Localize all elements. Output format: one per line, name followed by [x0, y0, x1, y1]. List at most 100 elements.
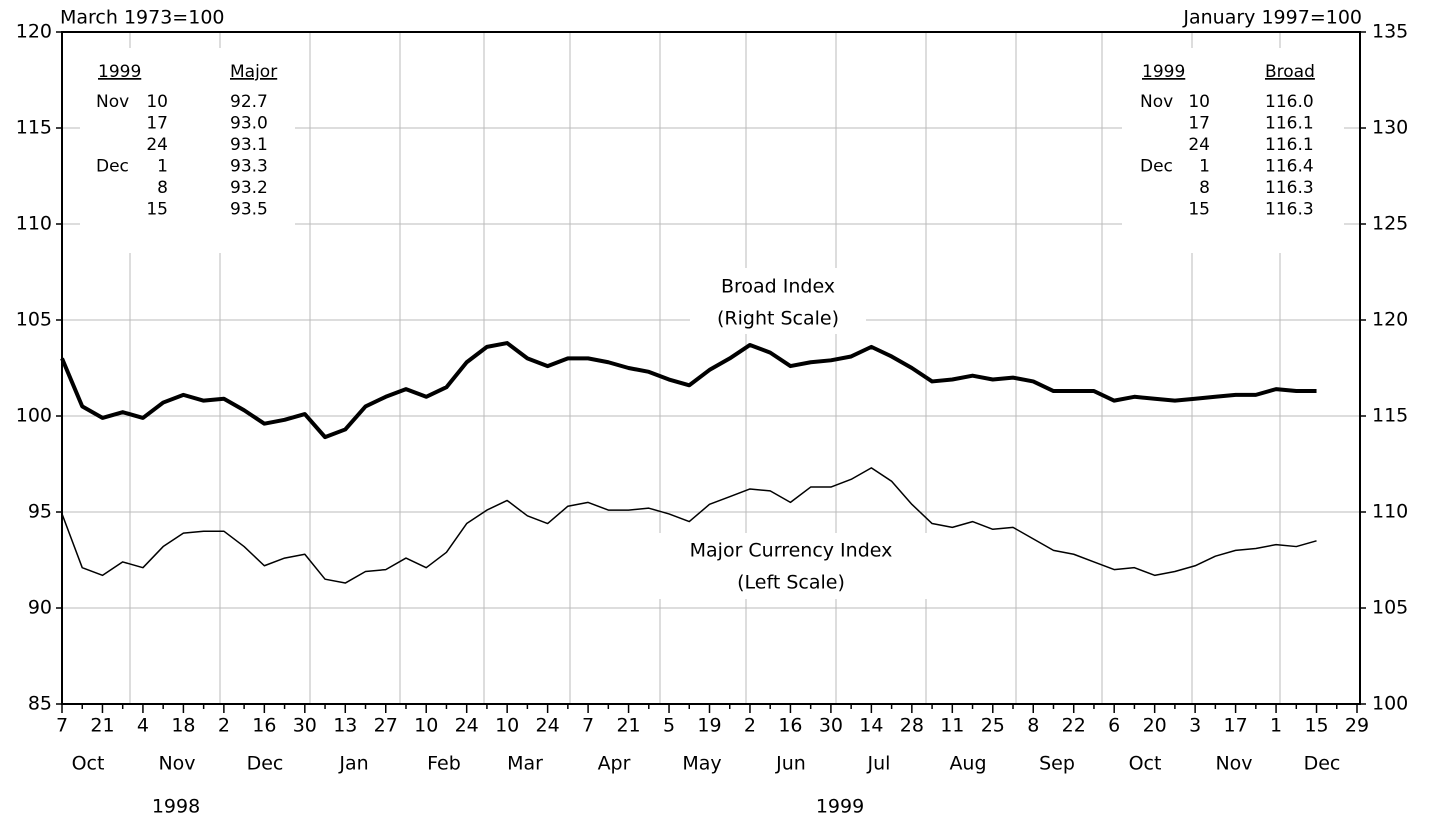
month-label: Nov	[1215, 753, 1252, 775]
y2-tick-label: 120	[1372, 309, 1408, 331]
x-tick-label: 25	[981, 715, 1005, 737]
x-tick-label: 4	[137, 715, 149, 737]
series-line	[61, 467, 1317, 584]
table-year: 1999	[1142, 62, 1185, 82]
series-label: Broad Index	[721, 276, 835, 298]
x-tick-label: 19	[697, 715, 721, 737]
label-background	[80, 48, 295, 253]
month-label: Oct	[72, 753, 105, 775]
table-year: 1999	[98, 62, 141, 82]
table-value: 116.1	[1265, 135, 1314, 155]
series-note: (Left Scale)	[737, 572, 845, 594]
x-tick-label: 24	[536, 715, 560, 737]
x-tick-label: 29	[1345, 715, 1369, 737]
table-value: 93.2	[230, 178, 268, 198]
table-value: 92.7	[230, 92, 268, 112]
table-value: 93.5	[230, 200, 268, 220]
y2-tick-label: 135	[1372, 21, 1408, 43]
x-tick-label: 10	[414, 715, 438, 737]
table-column: Major	[230, 62, 277, 82]
month-label: Apr	[598, 753, 631, 775]
label-background	[1122, 48, 1344, 253]
table-column: Broad	[1265, 62, 1315, 82]
table-value: 93.1	[230, 135, 268, 155]
y-tick-label: 115	[16, 117, 52, 139]
x-tick-label: 16	[252, 715, 276, 737]
y-tick-label: 90	[28, 597, 52, 619]
y-axis-label: March 1973=100	[60, 7, 225, 29]
x-tick-label: 18	[171, 715, 195, 737]
x-tick-label: 21	[90, 715, 114, 737]
x-tick-label: 28	[900, 715, 924, 737]
table-value: 116.1	[1265, 114, 1314, 134]
x-tick-label: 3	[1189, 715, 1201, 737]
y-tick-label: 105	[16, 309, 52, 331]
year-label: 1999	[816, 796, 864, 818]
month-label: Jan	[338, 753, 368, 775]
y2-axis-label: January 1997=100	[1182, 7, 1362, 29]
x-tick-label: 14	[859, 715, 883, 737]
month-label: Aug	[949, 753, 986, 775]
label-background	[690, 268, 866, 334]
x-tick-label: 22	[1062, 715, 1086, 737]
month-label: Oct	[1129, 753, 1162, 775]
month-label: Mar	[507, 753, 543, 775]
month-label: Sep	[1039, 753, 1075, 775]
month-label: Nov	[158, 753, 195, 775]
x-tick-label: 7	[582, 715, 594, 737]
year-label: 1998	[152, 796, 200, 818]
x-tick-label: 16	[778, 715, 802, 737]
table-day: 17	[146, 114, 168, 134]
table-value: 93.0	[230, 114, 268, 134]
x-tick-label: 20	[1143, 715, 1167, 737]
series-line	[60, 341, 1317, 440]
table-day: 24	[146, 135, 168, 155]
x-tick-label: 17	[1224, 715, 1248, 737]
y2-tick-label: 110	[1372, 501, 1408, 523]
x-tick-label: 11	[940, 715, 964, 737]
month-label: Jul	[867, 753, 891, 775]
x-tick-label: 10	[495, 715, 519, 737]
x-tick-label: 7	[56, 715, 68, 737]
y2-tick-label: 115	[1372, 405, 1408, 427]
table-day: 24	[1188, 135, 1210, 155]
table-value: 93.3	[230, 157, 268, 177]
table-value: 116.3	[1265, 178, 1314, 198]
x-tick-label: 2	[218, 715, 230, 737]
x-tick-label: 5	[663, 715, 675, 737]
x-tick-label: 8	[1027, 715, 1039, 737]
y-tick-label: 85	[28, 693, 52, 715]
month-label: Jun	[775, 753, 806, 775]
table-day: 1	[1199, 157, 1210, 177]
x-tick-label: 30	[293, 715, 317, 737]
series-note: (Right Scale)	[717, 308, 839, 330]
table-day: 15	[146, 200, 168, 220]
table-value: 116.4	[1265, 157, 1314, 177]
month-label: Feb	[427, 753, 461, 775]
month-label: Dec	[1304, 753, 1341, 775]
x-tick-label: 21	[616, 715, 640, 737]
x-tick-label: 30	[819, 715, 843, 737]
table-month: Nov	[96, 92, 129, 112]
table-day: 8	[157, 178, 168, 198]
x-tick-label: 6	[1108, 715, 1120, 737]
y-tick-label: 110	[16, 213, 52, 235]
table-day: 8	[1199, 178, 1210, 198]
y2-tick-label: 125	[1372, 213, 1408, 235]
table-value: 116.0	[1265, 92, 1314, 112]
x-tick-label: 24	[455, 715, 479, 737]
month-label: Dec	[247, 753, 284, 775]
table-month: Nov	[1140, 92, 1173, 112]
plot-frame	[61, 31, 1361, 705]
table-day: 17	[1188, 114, 1210, 134]
x-tick-label: 15	[1304, 715, 1328, 737]
label-background	[650, 533, 935, 599]
x-tick-label: 27	[374, 715, 398, 737]
series-label: Major Currency Index	[690, 540, 893, 562]
table-month: Dec	[1140, 157, 1173, 177]
month-label: May	[682, 753, 721, 775]
y2-tick-label: 130	[1372, 117, 1408, 139]
x-tick-label: 13	[333, 715, 357, 737]
x-tick-label: 1	[1270, 715, 1282, 737]
